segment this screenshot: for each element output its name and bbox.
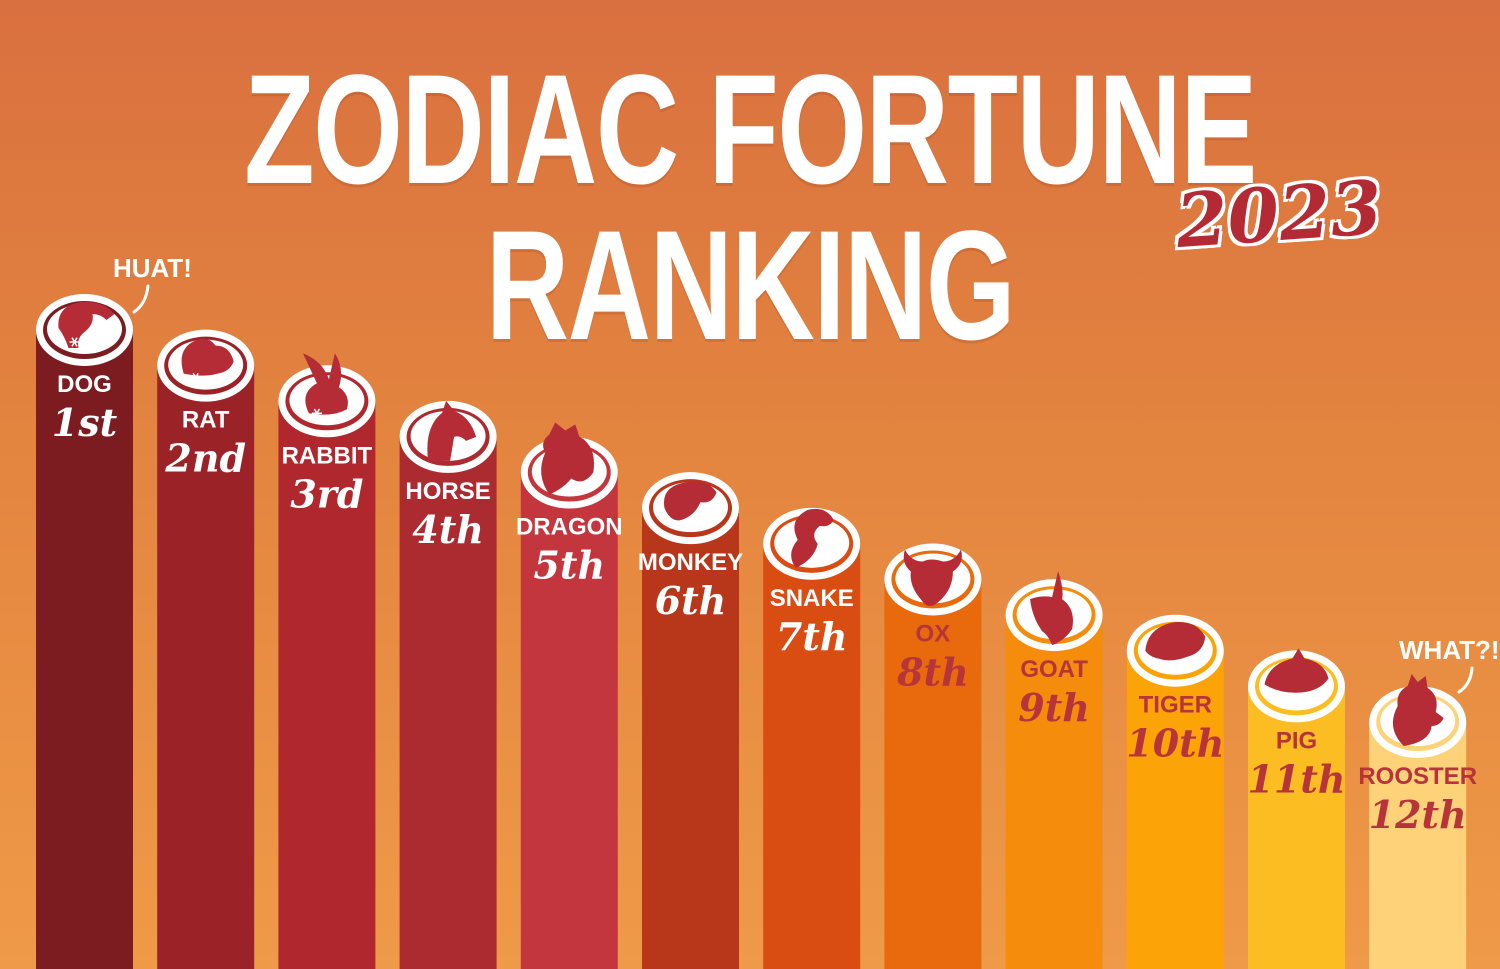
- bar-ox: [884, 579, 982, 969]
- bar-label-name: ROOSTER: [1358, 763, 1477, 790]
- bar-label-rank: 7th: [776, 614, 848, 659]
- bar-dog: [36, 330, 133, 969]
- bar-label-rank: 8th: [896, 649, 969, 694]
- bar-label-name: PIG: [1276, 727, 1317, 754]
- bar-label-name: GOAT: [1020, 656, 1088, 683]
- bar-label-name: RAT: [182, 407, 230, 434]
- bar-snake: [763, 543, 861, 969]
- pig-icon: [1264, 648, 1329, 693]
- bar-tiger: [1126, 650, 1224, 969]
- bar-label-name: DRAGON: [516, 514, 623, 541]
- rabbit-icon: [302, 353, 348, 418]
- callout-huat: HUAT!: [113, 253, 192, 283]
- callout-what: WHAT?!: [1399, 635, 1500, 665]
- bar-label-rank: 6th: [655, 578, 727, 623]
- bar-monkey: [642, 508, 739, 969]
- tiger-icon: [1145, 622, 1206, 661]
- bar-label-rank: 4th: [412, 507, 484, 552]
- bar-goat: [1005, 615, 1103, 969]
- bar-label-name: SNAKE: [770, 585, 854, 612]
- callouts-layer: HUAT! WHAT?!: [113, 253, 1500, 694]
- bar-rat: [157, 365, 255, 969]
- bar-label-rank: 1st: [52, 400, 118, 445]
- goat-icon: [1030, 571, 1073, 646]
- bar-label-rank: 5th: [533, 543, 605, 588]
- bar-label-name: RABBIT: [282, 442, 373, 469]
- callout-top-tail: [132, 284, 150, 314]
- dragon-icon: [541, 422, 595, 495]
- bar-label-name: DOG: [57, 371, 112, 398]
- ox-icon: [903, 549, 962, 606]
- bar-rabbit: [278, 401, 376, 969]
- monkey-icon: [663, 481, 717, 521]
- bar-label-rank: 10th: [1126, 721, 1224, 766]
- bar-dragon: [520, 472, 618, 969]
- bar-label-rank: 11th: [1247, 756, 1345, 801]
- bar-label-name: HORSE: [405, 478, 490, 505]
- bar-label-rank: 9th: [1018, 685, 1090, 730]
- page-title: ZODIAC FORTUNE RANKING: [244, 43, 1257, 373]
- dog-icon: [58, 301, 115, 348]
- rat-icon: [181, 338, 234, 383]
- bar-label-rank: 12th: [1369, 792, 1467, 837]
- snake-icon: [791, 508, 834, 568]
- bar-label-rank: 3rd: [290, 471, 363, 516]
- horse-icon: [427, 400, 477, 461]
- callout-bottom-tail: [1457, 666, 1474, 694]
- rooster-icon: [1392, 674, 1444, 746]
- bar-label-name: TIGER: [1139, 692, 1212, 719]
- bar-label-rank: 2nd: [164, 436, 246, 481]
- bar-pig: [1248, 686, 1345, 969]
- bar-horse: [399, 436, 497, 969]
- bar-rooster: [1369, 722, 1467, 969]
- bar-label-name: MONKEY: [638, 549, 743, 576]
- bar-label-name: OX: [916, 620, 951, 647]
